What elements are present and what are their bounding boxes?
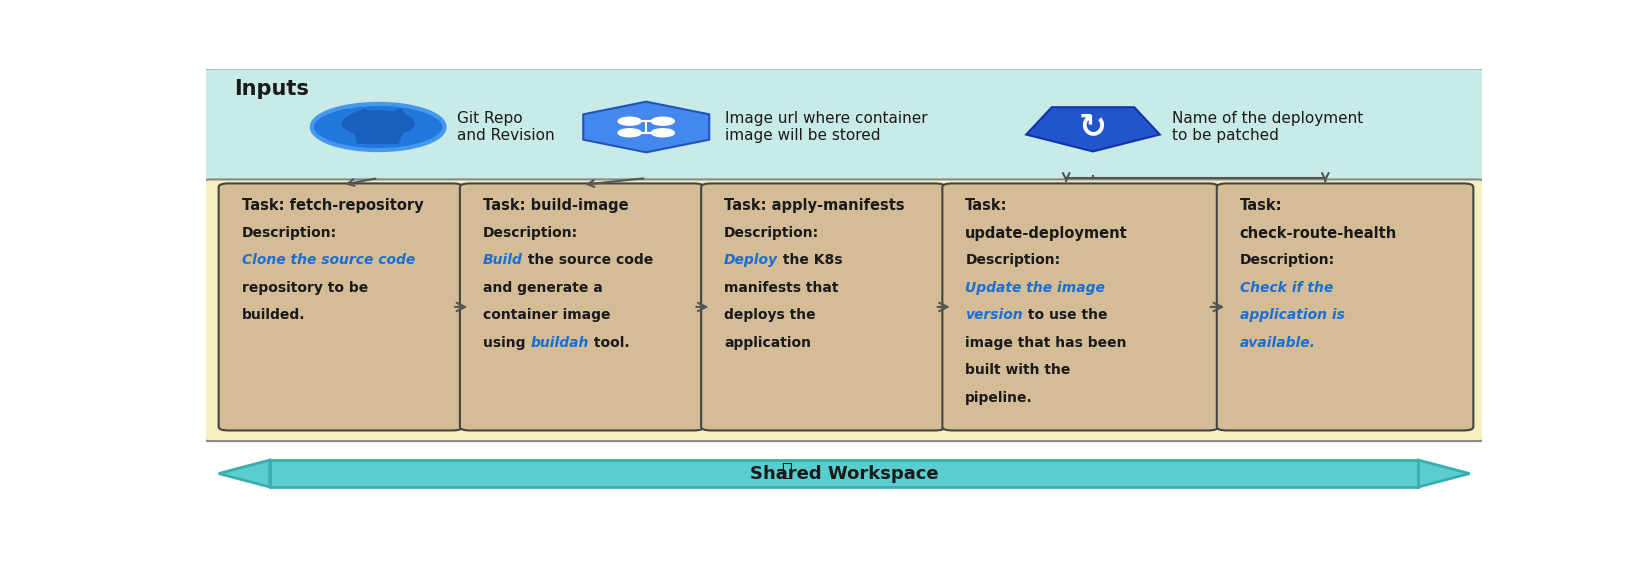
FancyBboxPatch shape: [942, 183, 1219, 430]
Polygon shape: [352, 132, 404, 144]
Circle shape: [343, 111, 413, 136]
Text: Description:: Description:: [242, 226, 336, 239]
Text: Shared Workspace: Shared Workspace: [749, 464, 939, 482]
Text: Description:: Description:: [965, 253, 1061, 267]
Text: pipeline.: pipeline.: [965, 391, 1033, 405]
Text: Task: fetch-repository: Task: fetch-repository: [242, 198, 423, 213]
Text: deploys the: deploys the: [725, 308, 815, 323]
Text: application: application: [725, 336, 810, 350]
Text: Task: build-image: Task: build-image: [483, 198, 629, 213]
FancyBboxPatch shape: [219, 183, 463, 430]
Text: Task:: Task:: [1240, 198, 1283, 213]
Polygon shape: [385, 108, 407, 115]
Text: Clone the source code: Clone the source code: [242, 253, 415, 267]
Text: Description:: Description:: [725, 226, 819, 239]
Text: image that has been: image that has been: [965, 336, 1127, 350]
Circle shape: [311, 104, 445, 150]
Text: application is: application is: [1240, 308, 1344, 323]
Circle shape: [651, 129, 674, 137]
Text: Name of the deployment
to be patched: Name of the deployment to be patched: [1173, 111, 1364, 143]
Text: Image url where container
image will be stored: Image url where container image will be …: [725, 111, 927, 143]
Text: Task:: Task:: [965, 198, 1008, 213]
Text: container image: container image: [483, 308, 611, 323]
FancyBboxPatch shape: [1217, 183, 1474, 430]
Circle shape: [618, 129, 641, 137]
Text: built with the: built with the: [965, 364, 1071, 377]
Text: the K8s: the K8s: [777, 253, 843, 267]
Text: Check if the: Check if the: [1240, 281, 1332, 295]
Text: builded.: builded.: [242, 308, 305, 323]
Polygon shape: [1418, 460, 1469, 487]
Text: Description:: Description:: [483, 226, 578, 239]
Text: using: using: [483, 336, 530, 350]
FancyBboxPatch shape: [198, 68, 1491, 183]
Circle shape: [618, 117, 641, 125]
Text: repository to be: repository to be: [242, 281, 367, 295]
Text: Inputs: Inputs: [234, 79, 310, 99]
Text: tool.: tool.: [588, 336, 629, 350]
Text: update-deployment: update-deployment: [965, 226, 1128, 241]
FancyBboxPatch shape: [460, 183, 703, 430]
Text: Git Repo
and Revision: Git Repo and Revision: [458, 111, 555, 143]
Circle shape: [651, 117, 674, 125]
Text: check-route-health: check-route-health: [1240, 226, 1397, 241]
Text: Task: apply-manifests: Task: apply-manifests: [725, 198, 904, 213]
FancyBboxPatch shape: [198, 179, 1491, 441]
Text: to use the: to use the: [1023, 308, 1107, 323]
Text: manifests that: manifests that: [725, 281, 838, 295]
Text: version: version: [965, 308, 1023, 323]
Text: Update the image: Update the image: [965, 281, 1105, 295]
Polygon shape: [270, 460, 1418, 487]
Polygon shape: [219, 460, 270, 487]
Text: buildah: buildah: [530, 336, 588, 350]
Text: ↻: ↻: [1079, 111, 1107, 144]
Text: available.: available.: [1240, 336, 1316, 350]
Text: Build: Build: [483, 253, 522, 267]
Text: the source code: the source code: [522, 253, 652, 267]
Text: and generate a: and generate a: [483, 281, 603, 295]
Polygon shape: [351, 108, 372, 115]
FancyBboxPatch shape: [702, 183, 945, 430]
Text: Description:: Description:: [1240, 253, 1336, 267]
Text: 🖥: 🖥: [781, 462, 792, 480]
Text: Deploy: Deploy: [725, 253, 777, 267]
